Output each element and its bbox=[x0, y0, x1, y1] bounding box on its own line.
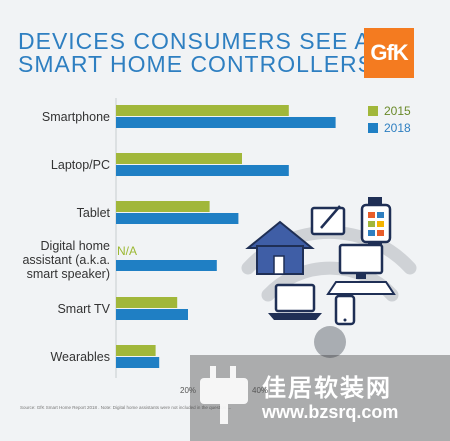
smartphone-icon bbox=[334, 294, 356, 326]
source-note: Source: GfK Smart Home Report 2018 . Not… bbox=[20, 405, 232, 410]
bar-2018-0 bbox=[116, 117, 336, 128]
wifi-dot bbox=[314, 326, 346, 358]
bar-2018-5 bbox=[116, 357, 160, 368]
bar-2018-3 bbox=[116, 260, 217, 271]
x-tick-label: 20% bbox=[180, 386, 197, 395]
category-label-line: smart speaker) bbox=[26, 266, 110, 281]
category-label-line: Smart TV bbox=[57, 301, 110, 316]
keyboard-icon bbox=[326, 281, 396, 295]
legend-swatch-2018 bbox=[368, 123, 378, 133]
category-label-4: Smart TV bbox=[57, 302, 110, 316]
legend-label-2015: 2015 bbox=[384, 104, 411, 118]
legend-2018: 2018 bbox=[368, 121, 411, 135]
category-label-line: Laptop/PC bbox=[50, 157, 110, 172]
category-label-5: Wearables bbox=[50, 350, 110, 364]
category-label-3: Digital home assistant (a.k.a. smart speak… bbox=[22, 239, 110, 281]
computer-monitor-icon bbox=[338, 243, 384, 279]
category-label-line: Digital home bbox=[40, 238, 110, 253]
legend-label-2018: 2018 bbox=[384, 121, 411, 135]
category-label-2: Tablet bbox=[77, 206, 110, 220]
category-label-line: Tablet bbox=[76, 205, 110, 220]
bar-2015-2 bbox=[116, 201, 210, 212]
category-label-line: Smartphone bbox=[41, 109, 110, 124]
house-icon bbox=[245, 220, 315, 275]
bar-2015-5 bbox=[116, 345, 156, 356]
category-label-0: Smartphone bbox=[42, 110, 110, 124]
smartwatch-icon bbox=[360, 197, 392, 250]
category-label-line: assistant (a.k.a. bbox=[22, 252, 110, 267]
plug-icon bbox=[200, 366, 248, 424]
bar-2018-2 bbox=[116, 213, 239, 224]
annotation-na: N/A bbox=[117, 244, 138, 258]
brand-logo: GfK bbox=[364, 28, 414, 78]
title-line-2: SMART HOME CONTROLLERS bbox=[18, 51, 374, 77]
x-tick-label: 40% bbox=[252, 386, 269, 395]
bar-2015-4 bbox=[116, 297, 178, 308]
watermark-text: 佳居软装网 bbox=[262, 375, 392, 402]
bar-2018-1 bbox=[116, 165, 289, 176]
legend-2015: 2015 bbox=[368, 104, 411, 118]
category-label-1: Laptop/PC bbox=[51, 158, 110, 172]
watermark-url: www.bzsrq.com bbox=[262, 402, 399, 422]
tablet-icon bbox=[310, 205, 346, 236]
category-label-line: Wearables bbox=[50, 349, 110, 364]
bar-2015-1 bbox=[116, 153, 242, 164]
laptop-icon bbox=[268, 283, 322, 320]
bar-2018-4 bbox=[116, 309, 188, 320]
bar-2015-0 bbox=[116, 105, 289, 116]
title-line-1: DEVICES CONSUMERS SEE AS bbox=[18, 28, 388, 54]
legend-swatch-2015 bbox=[368, 106, 378, 116]
